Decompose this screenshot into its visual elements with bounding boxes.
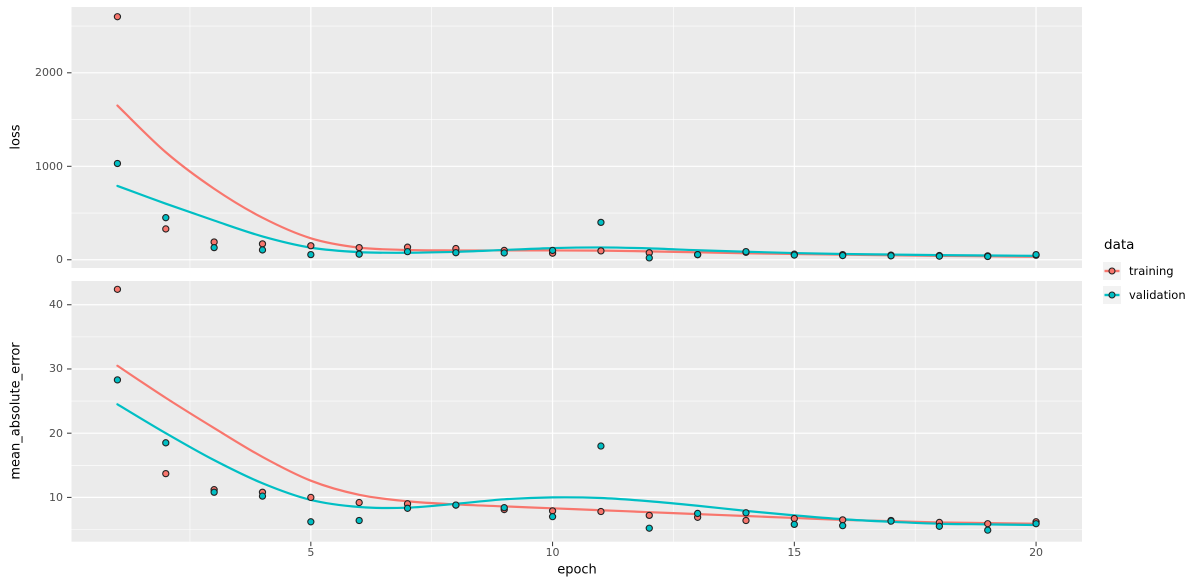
y-axis-title-loss: loss [8,124,24,150]
data-point [1032,250,1040,259]
data-point [307,493,315,502]
data-point [355,250,363,258]
data-point [162,225,170,233]
data-point [500,249,508,257]
data-point [790,520,798,529]
data-point [645,524,653,532]
x-axis-title: epoch [557,562,597,578]
x-tick-label: 20 [1029,546,1044,559]
data-point [839,251,847,260]
data-point [258,246,267,254]
data-point [887,252,895,260]
y-tick-label: 30 [49,362,63,376]
panel-mean_absolute_error [71,281,1082,542]
data-point [452,501,460,509]
data-point [742,247,750,256]
data-point [113,285,122,293]
data-point [162,214,170,222]
legend-key-training-icon [1103,262,1121,280]
legend: data training validation [1103,237,1186,310]
data-point [790,251,798,259]
data-point [403,247,412,256]
data-point [839,521,847,530]
x-tick-label: 15 [787,546,802,559]
legend-label-training: training [1129,264,1174,278]
legend-key-validation-icon [1103,286,1121,304]
x-tick-label: 5 [307,546,315,559]
data-point [645,511,653,520]
data-point [210,488,218,496]
data-point [355,498,363,507]
data-point [113,159,122,168]
data-point [307,518,315,526]
data-point [742,516,750,525]
legend-item-training: training [1103,262,1186,280]
data-point [113,376,122,384]
data-point [307,250,315,259]
smooth-line-validation-loss [116,184,1038,257]
data-point [403,504,412,512]
legend-title: data [1104,237,1135,253]
data-point [887,517,895,525]
data-point [693,509,702,518]
data-point [1032,520,1040,528]
panel-loss [71,7,1082,268]
y-tick-label: 0 [56,253,63,267]
data-point [597,442,605,450]
data-point [210,243,218,252]
data-point [548,513,557,521]
x-tick-label: 10 [545,546,560,559]
y-tick-label: 2000 [35,66,63,80]
points-validation-mean_absolute_error [113,376,1040,534]
legend-items: training validation [1103,262,1186,304]
data-point [548,246,557,255]
data-point [935,522,944,530]
y-tick-label: 20 [49,426,63,440]
data-point [693,250,702,259]
y-tick-label: 10 [49,490,63,504]
data-point [597,247,605,255]
data-point [742,509,750,517]
data-point [935,252,944,260]
y-axis-title-mean-absolute-error: mean_absolute_error [8,342,24,480]
data-point [597,507,605,516]
data-point [162,439,170,447]
legend-item-validation: validation [1103,286,1186,304]
data-point [258,492,267,500]
smooth-line-validation-mean_absolute_error [116,403,1038,527]
data-point [452,249,460,257]
y-tick-label: 1000 [35,159,63,173]
y-tick-label: 40 [49,298,63,312]
data-point [597,218,605,227]
data-point [500,504,508,512]
data-point [355,516,363,525]
data-point [113,13,122,21]
points-validation-loss [113,159,1040,262]
data-point [984,252,992,261]
legend-label-validation: validation [1129,288,1186,302]
data-point [645,254,653,262]
data-point [162,469,170,478]
data-point [984,526,992,534]
data-point [307,242,315,250]
